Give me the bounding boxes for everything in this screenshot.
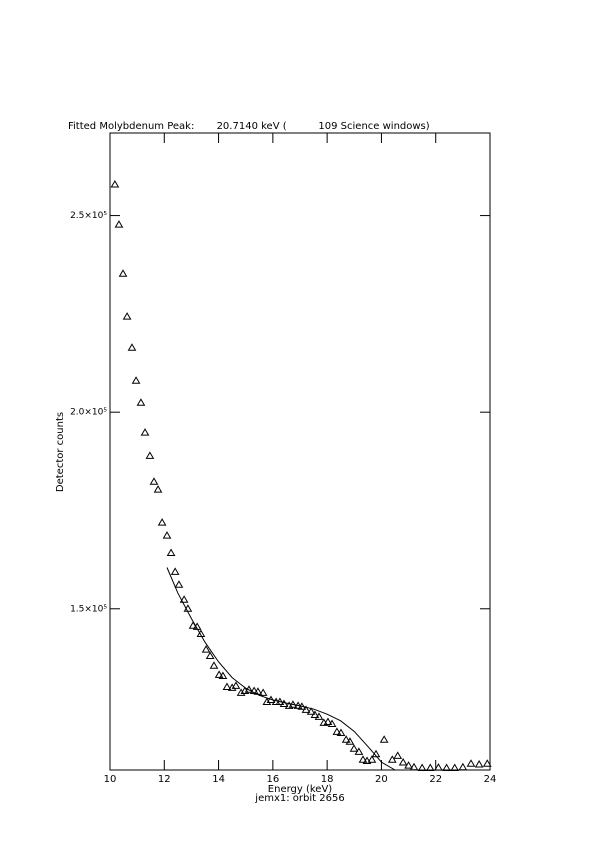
data-point — [174, 580, 184, 588]
data-point — [358, 755, 368, 763]
data-point — [417, 763, 427, 772]
data-point — [404, 761, 413, 769]
data-point — [258, 688, 268, 696]
data-point — [149, 477, 159, 485]
data-point — [249, 686, 259, 694]
data-point — [482, 759, 492, 767]
data-point — [458, 762, 468, 771]
data-point — [231, 681, 241, 689]
data-point — [398, 758, 408, 766]
data-point — [127, 343, 137, 351]
data-point — [196, 629, 206, 637]
data-point — [301, 705, 311, 713]
data-point — [170, 567, 180, 575]
plot-frame — [109, 132, 491, 771]
data-point — [166, 548, 176, 556]
data-point — [214, 670, 224, 678]
data-point — [425, 763, 435, 772]
data-point — [209, 661, 219, 669]
x-tick-label: 10 — [104, 774, 117, 785]
data-point — [118, 269, 128, 277]
data-point — [379, 735, 389, 743]
data-point — [236, 688, 246, 696]
data-point — [145, 451, 155, 459]
y-tick-label: 2.5×10⁵ — [70, 211, 107, 221]
data-point — [114, 220, 124, 228]
data-point — [162, 531, 172, 539]
data-point — [131, 376, 141, 384]
subtitle: jemx1: orbit 2656 — [254, 793, 344, 804]
x-tick-label: 22 — [429, 774, 442, 785]
data-point — [434, 763, 443, 771]
chart-title: Fitted Molybdenum Peak: 20.7140 keV ( 10… — [68, 121, 430, 132]
data-point — [393, 751, 403, 759]
x-tick-label: 24 — [484, 774, 497, 785]
x-tick-label: 18 — [321, 774, 334, 785]
data-point — [409, 762, 419, 771]
data-point — [218, 671, 228, 680]
y-tick-label: 2.0×10⁵ — [70, 408, 107, 418]
x-tick-label: 20 — [375, 774, 388, 785]
data-point — [345, 737, 355, 745]
data-point — [336, 728, 346, 737]
data-point — [354, 747, 364, 755]
data-point — [362, 756, 372, 764]
data-point — [367, 755, 377, 763]
data-point — [222, 682, 232, 691]
y-axis-label: Detector counts — [55, 412, 66, 492]
x-axis-label: Energy (keV) — [268, 784, 333, 795]
x-tick-label: 14 — [212, 774, 225, 785]
data-point — [306, 707, 316, 715]
y-tick-label: 1.5×10⁵ — [70, 604, 107, 614]
data-point — [387, 755, 397, 763]
data-point — [323, 717, 333, 726]
fit-line — [166, 567, 396, 771]
data-point — [157, 518, 167, 526]
data-point — [201, 645, 211, 653]
data-point — [122, 312, 132, 320]
data-point — [466, 759, 476, 767]
data-point — [179, 595, 189, 603]
data-point — [341, 735, 351, 743]
data-point — [327, 719, 337, 727]
data-point — [314, 712, 324, 720]
data-point — [136, 398, 146, 406]
data-point — [227, 683, 237, 691]
x-tick-label: 16 — [266, 774, 279, 785]
data-point — [140, 428, 150, 436]
x-tick-label: 12 — [158, 774, 171, 785]
data-point — [450, 763, 460, 772]
data-point — [110, 180, 120, 188]
data-point — [332, 727, 342, 735]
data-point — [474, 760, 484, 768]
data-point — [153, 485, 163, 493]
data-point — [310, 710, 320, 718]
data-point — [205, 651, 215, 659]
data-point — [442, 763, 451, 772]
data-point — [349, 744, 359, 752]
